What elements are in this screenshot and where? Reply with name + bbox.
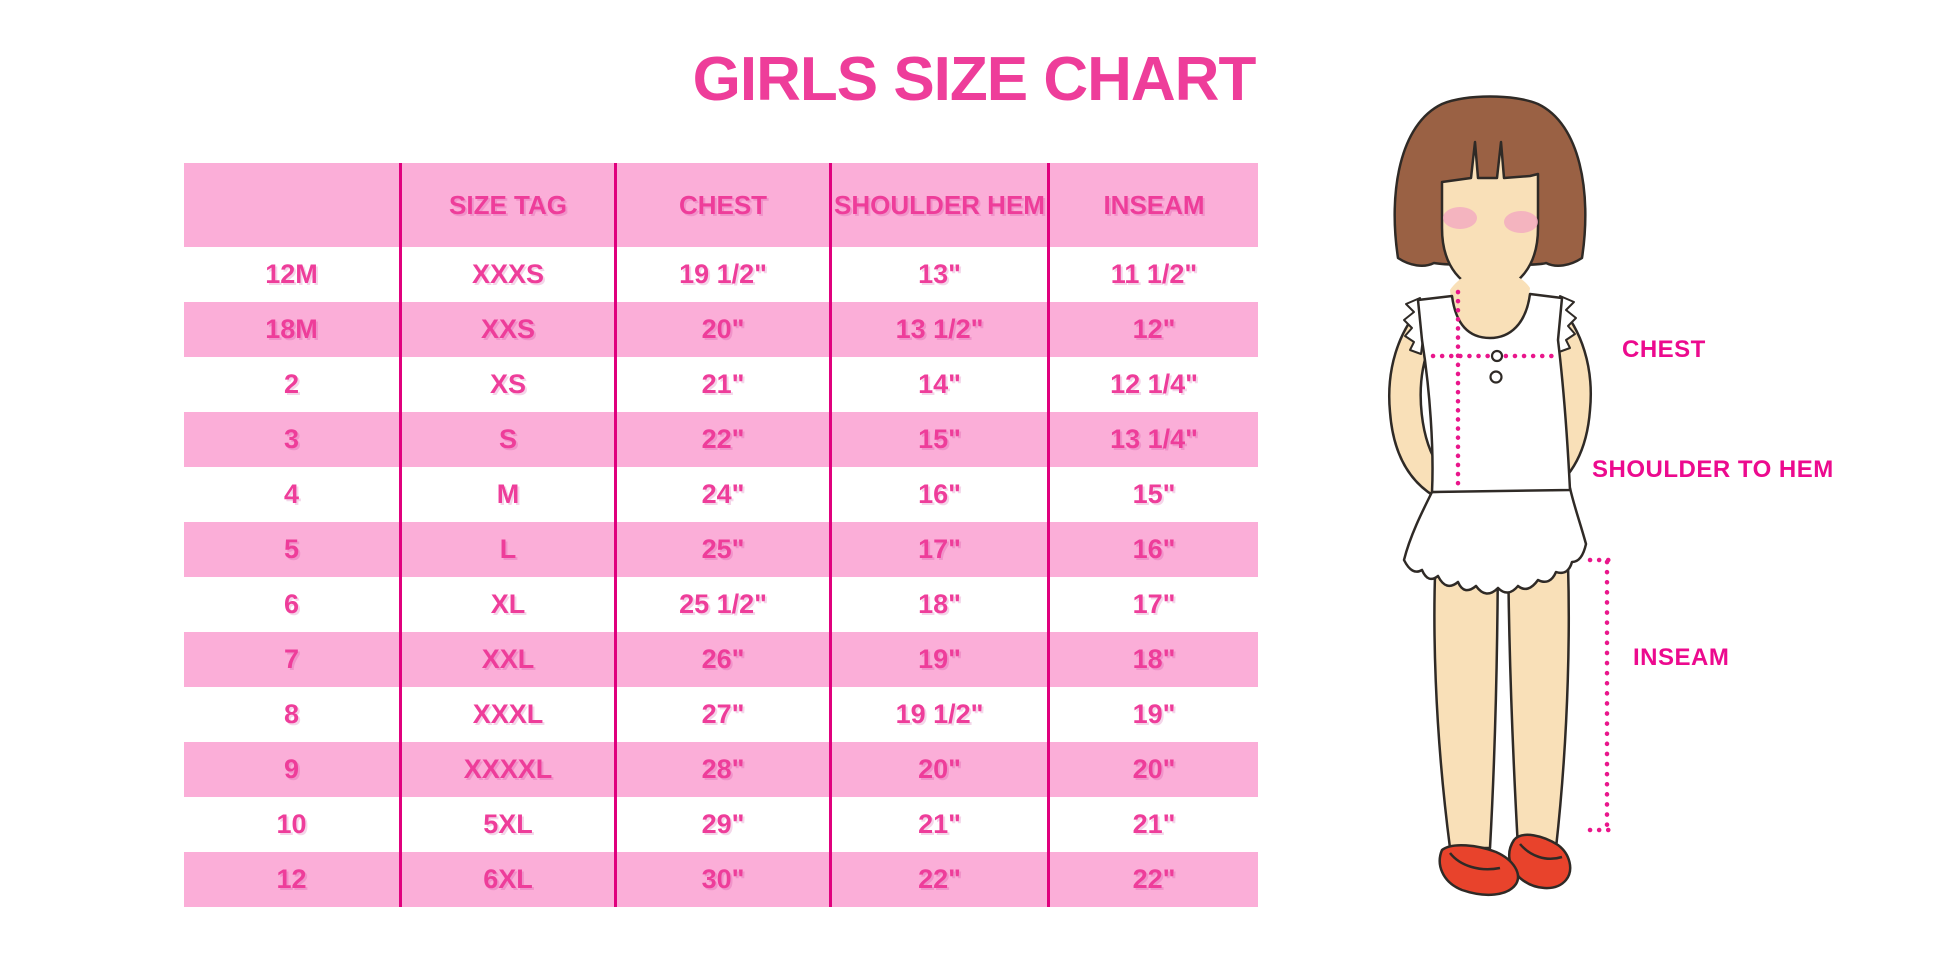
table-cell: 19 1/2" [829,687,1047,742]
table-cell: 21" [1047,797,1258,852]
header-cell: SHOULDER HEM [829,163,1047,247]
table-cell: XXXS [399,247,614,302]
table-cell: 10 [276,809,307,839]
table-cell: 19" [829,632,1047,687]
table-cell: 15" [1047,467,1258,522]
girl-illustration [1388,95,1620,897]
table-cell: 25 1/2" [614,577,829,632]
table-cell: 6 [283,589,300,619]
table-cell: 27" [614,687,829,742]
table-cell: 19 1/2" [614,247,829,302]
table-cell: 3 [184,412,399,467]
table-cell: 12 [184,852,399,907]
table-cell: XXL [399,632,614,687]
table-cell: 13 1/4" [1047,412,1258,467]
bodice [1416,292,1572,494]
table-cell: 19" [1047,687,1258,742]
table-cell: 13" [829,247,1047,302]
inseam-label: INSEAM [1633,644,1730,671]
blush-left [1443,207,1477,229]
table-cell: XXS [399,302,614,357]
table-cell: 14" [829,357,1047,412]
header-cell: INSEAM [1047,163,1258,247]
header-cell [184,163,399,247]
table-cell: 15" [829,412,1047,467]
table-cell: 12M [265,259,318,289]
skirt [1402,486,1588,595]
table-cell: 26" [614,632,829,687]
table-cell: 17" [829,522,1047,577]
shoe-right-strap [1519,843,1563,861]
table-cell: 18" [1047,632,1258,687]
table-cell: 12 1/4" [1047,357,1258,412]
table-cell: XXXL [399,687,614,742]
table-cell: 21" [829,797,1047,852]
table-cell: XXXXL [399,742,614,797]
table-cell: 4 [283,479,300,509]
table-cell: 22" [1047,852,1258,907]
neck-chest-skin [1450,270,1530,340]
table-cell: 18M [184,302,399,357]
table-cell: 8 [283,699,300,729]
table-cell: 18" [829,577,1047,632]
table-cell: 29" [614,797,829,852]
button-top [1490,349,1504,363]
table-cell: 21" [614,357,829,412]
chest-label: CHEST [1622,336,1706,363]
table-cell: 5XL [399,797,614,852]
table-cell: 11 1/2" [1047,247,1258,302]
table-cell: L [399,522,614,577]
shoe-left-strap [1449,852,1501,871]
table-cell: 16" [1047,522,1258,577]
header-cell: CHEST [614,163,829,247]
table-cell: 28" [614,742,829,797]
table-cell: 30" [614,852,829,907]
table-cell: 22" [829,852,1047,907]
table-cell: S [399,412,614,467]
leg-left [1433,518,1500,850]
blush-right [1504,211,1538,233]
table-cell: 20" [829,742,1047,797]
table-cell: 20" [614,302,829,357]
table-cell: 5 [184,522,399,577]
table-cell: 12" [1047,302,1258,357]
shoe-left [1438,844,1520,897]
table-cell: 2 [283,369,300,399]
table-cell: 16" [829,467,1047,522]
table-cell: XS [399,357,614,412]
table-cell: 25" [614,522,829,577]
table-cell: 20" [1047,742,1258,797]
table-cell: 22" [614,412,829,467]
table-cell: 17" [1047,577,1258,632]
button-bottom [1489,370,1503,384]
table-cell: 9 [184,742,399,797]
table-cell: 7 [184,632,399,687]
size-table: SIZE TAG CHEST SHOULDER HEM INSEAM 12M XXXS 19… [184,163,1258,907]
header-cell: SIZE TAG [399,163,614,247]
table-cell: 24" [614,467,829,522]
table-cell: M [399,467,614,522]
page-title: GIRLS SIZE CHART [692,45,1257,114]
table-cell: XL [399,577,614,632]
table-cell: 6XL [399,852,614,907]
table-cell: 13 1/2" [829,302,1047,357]
shoulder-to-hem-label: SHOULDER TO HEM [1592,456,1834,483]
